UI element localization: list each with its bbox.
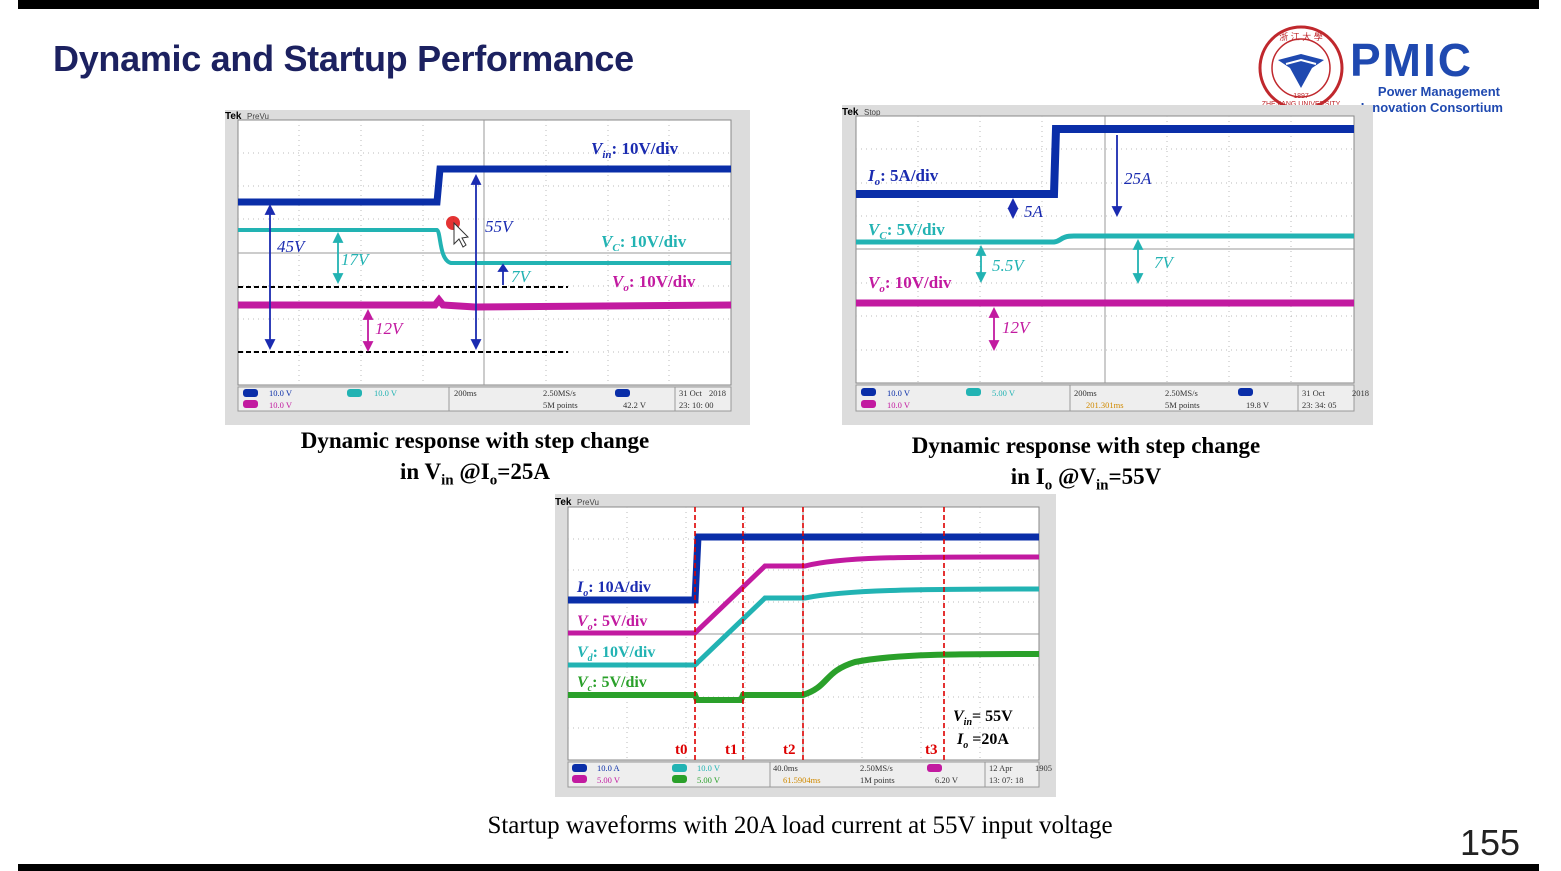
scope2-points: 5M points bbox=[1165, 400, 1200, 410]
scope3-points: 1M points bbox=[860, 775, 895, 785]
scope1-trig: 42.2 V bbox=[623, 400, 647, 410]
top-bar bbox=[18, 0, 1539, 9]
caption-bottom: Startup waveforms with 20A load current … bbox=[487, 812, 1113, 839]
scope2-trig: 19.8 V bbox=[1246, 400, 1270, 410]
svg-text:Tek: Tek bbox=[225, 111, 242, 122]
scope1-rate: 2.50MS/s bbox=[543, 388, 576, 398]
scope1-time: 200ms bbox=[454, 388, 477, 398]
scope2-header: Stop bbox=[864, 108, 881, 117]
scope2-ann-12v: 12V bbox=[1002, 318, 1032, 337]
scope2-ch1: 10.0 V bbox=[887, 388, 911, 398]
scope1-ann-7v: 7V bbox=[511, 267, 533, 286]
caption-left: Dynamic response with step change in Vin… bbox=[225, 425, 725, 497]
scope3-t0: t0 bbox=[675, 742, 688, 758]
scope1-ch1: 10.0 V bbox=[269, 388, 293, 398]
scope1-ann-12v: 12V bbox=[375, 319, 405, 338]
scope3-ch1: 10.0 A bbox=[597, 763, 621, 773]
scope1-ch4: 10.0 V bbox=[269, 400, 293, 410]
scope2-clock: 23: 34: 05 bbox=[1302, 400, 1336, 410]
svg-text:1897: 1897 bbox=[1293, 93, 1309, 100]
scope2-io-label: Io: 5A/div bbox=[867, 166, 939, 188]
scope3-t2: t2 bbox=[783, 742, 796, 758]
caption-left-line1: Dynamic response with step change bbox=[300, 428, 650, 453]
scope3-vd-label: Vd: 10V/div bbox=[577, 644, 655, 664]
scope2-ann-7v: 7V bbox=[1154, 253, 1176, 272]
scope2-delay: 201.301ms bbox=[1086, 400, 1124, 410]
scope3-time: 40.0ms bbox=[773, 763, 798, 773]
scope3-t3: t3 bbox=[925, 742, 938, 758]
scope-io-step: Tek Stop Io: 5A/div bbox=[842, 105, 1373, 425]
scope-startup: Tek PreVu t0 t1 t2 t3 bbox=[555, 494, 1056, 797]
scope2-vo-label: Vo: 10V/div bbox=[868, 273, 952, 295]
scope3-io-label: Io: 10A/div bbox=[576, 579, 651, 599]
scope2-year: 2018 bbox=[1352, 388, 1369, 398]
scope3-trig: 6.20 V bbox=[935, 775, 959, 785]
scope1-points: 5M points bbox=[543, 400, 578, 410]
scope3-vc-label: Vc: 5V/div bbox=[577, 674, 647, 694]
scope1-vc-label: VC: 10V/div bbox=[601, 232, 687, 254]
caption-right: Dynamic response with step change in Io … bbox=[836, 430, 1336, 502]
logo-line2: Innovation Consortium bbox=[1361, 100, 1503, 115]
scope2-time: 200ms bbox=[1074, 388, 1097, 398]
scope1-clock: 23: 10: 00 bbox=[679, 400, 713, 410]
svg-text:浙 江 大 學: 浙 江 大 學 bbox=[1279, 31, 1323, 42]
logo-text: PMIC bbox=[1350, 34, 1473, 86]
scope3-header: PreVu bbox=[577, 498, 599, 507]
scope3-ch4: 5.00 V bbox=[697, 775, 721, 785]
scope2-ann-55v: 5.5V bbox=[992, 256, 1026, 275]
scope3-date: 12 Apr bbox=[989, 763, 1013, 773]
scope1-ch2: 10.0 V bbox=[374, 388, 398, 398]
scope-vin-step: Tek PreVu bbox=[225, 110, 750, 425]
caption-right-line2: in Io @Vin=55V bbox=[1010, 464, 1162, 494]
slide-title: Dynamic and Startup Performance bbox=[53, 38, 634, 79]
page-number: 155 bbox=[1460, 822, 1521, 863]
scope1-header: PreVu bbox=[247, 112, 269, 121]
scope1-ann-17v: 17V bbox=[341, 250, 371, 269]
scope3-vin-note: Vin= 55V bbox=[953, 708, 1013, 728]
caption-left-line2: in Vin @Io=25A bbox=[400, 459, 550, 489]
svg-text:Tek: Tek bbox=[842, 107, 859, 118]
scope1-vin-label: Vin: 10V/div bbox=[591, 139, 679, 161]
pmic-logo: 浙 江 大 學 ZHEJIANG UNIVERSITY 1897 PMIC Po… bbox=[1256, 24, 1518, 116]
scope2-ann-25a: 25A bbox=[1124, 169, 1152, 188]
scope3-vo-label: Vo: 5V/div bbox=[577, 613, 647, 633]
scope1-ann-45v: 45V bbox=[277, 237, 307, 256]
scope2-ch4: 10.0 V bbox=[887, 400, 911, 410]
scope1-date: 31 Oct bbox=[679, 388, 703, 398]
scope3-clock: 13: 07: 18 bbox=[989, 775, 1023, 785]
scope2-vc-label: VC: 5V/div bbox=[868, 220, 945, 242]
scope2-ann-5a: 5A bbox=[1024, 202, 1044, 221]
bottom-bar bbox=[18, 864, 1539, 871]
logo-line1: Power Management bbox=[1378, 84, 1501, 99]
caption-right-line1: Dynamic response with step change bbox=[911, 433, 1261, 458]
scope1-ann-55v: 55V bbox=[485, 217, 515, 236]
zju-seal-icon: 浙 江 大 學 ZHEJIANG UNIVERSITY 1897 bbox=[1258, 25, 1344, 111]
svg-text:Tek: Tek bbox=[555, 497, 572, 508]
scope3-year: 1905 bbox=[1035, 763, 1052, 773]
svg-text:ZHEJIANG UNIVERSITY: ZHEJIANG UNIVERSITY bbox=[1262, 101, 1341, 108]
scope2-rate: 2.50MS/s bbox=[1165, 388, 1198, 398]
scope3-ch2: 10.0 V bbox=[697, 763, 721, 773]
scope3-delay: 61.5904ms bbox=[783, 775, 821, 785]
scope2-date: 31 Oct bbox=[1302, 388, 1326, 398]
scope1-vo-label: Vo: 10V/div bbox=[612, 272, 696, 294]
scope2-ch2: 5.00 V bbox=[992, 388, 1016, 398]
scope3-rate: 2.50MS/s bbox=[860, 763, 893, 773]
scope3-ch3: 5.00 V bbox=[597, 775, 621, 785]
scope1-year: 2018 bbox=[709, 388, 726, 398]
scope3-io-note: Io =20A bbox=[956, 731, 1009, 751]
scope3-t1: t1 bbox=[725, 742, 738, 758]
